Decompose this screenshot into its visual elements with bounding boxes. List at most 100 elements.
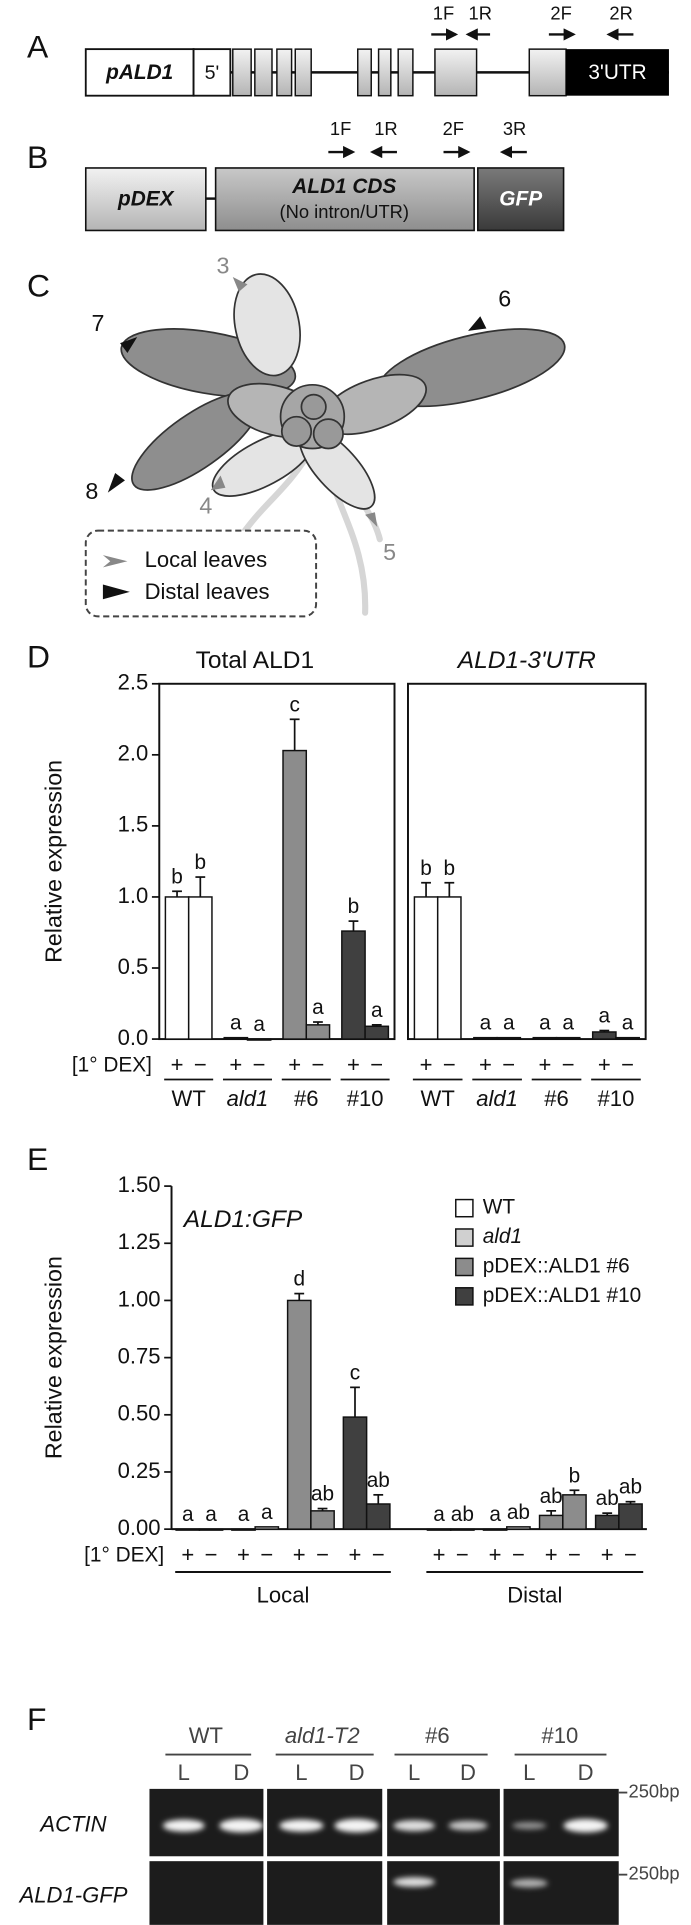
- bar: [436, 896, 462, 1040]
- y-tick-label: 1.25: [118, 1229, 161, 1254]
- dex-sign: −: [260, 1542, 273, 1567]
- group-label: #6: [425, 1723, 450, 1748]
- dex-sign: +: [237, 1542, 250, 1567]
- utr5-label: 5': [205, 62, 220, 84]
- bar: [231, 1528, 256, 1531]
- dex-label: [1° DEX]: [72, 1054, 152, 1077]
- significance-letter: a: [261, 1501, 273, 1524]
- dex-sign: +: [601, 1542, 614, 1567]
- dex-sign: +: [538, 1052, 551, 1077]
- dex-sign: +: [181, 1542, 194, 1567]
- row-label: ACTIN: [38, 1811, 106, 1836]
- legend-swatch: [455, 1198, 474, 1218]
- significance-letter: ab: [367, 1469, 390, 1492]
- primer-label: 2R: [609, 3, 632, 24]
- primer-label: 3R: [503, 118, 526, 139]
- y-tick-label: 2.5: [118, 670, 149, 695]
- error-bar: [569, 1489, 580, 1495]
- y-tick-label: 0.00: [118, 1515, 161, 1540]
- panel-label: C: [27, 267, 50, 303]
- lane-label: D: [349, 1760, 365, 1785]
- significance-letter: a: [205, 1503, 217, 1526]
- dex-label: [1° DEX]: [84, 1544, 164, 1567]
- bar: [365, 1503, 391, 1530]
- leaf-label: 8: [85, 478, 98, 504]
- y-tick-label: 0.50: [118, 1401, 161, 1426]
- bar: [187, 896, 213, 1040]
- y-axis-label: Relative expression: [40, 760, 66, 963]
- size-marker: 250bp: [629, 1780, 680, 1801]
- dex-sign: −: [512, 1542, 525, 1567]
- y-tick-label: 1.5: [118, 812, 149, 837]
- bar: [615, 1036, 640, 1040]
- legend-arrow: [102, 555, 128, 568]
- error-bar: [289, 718, 300, 751]
- bar: [164, 896, 190, 1040]
- group-label: #10: [347, 1086, 384, 1111]
- significance-letter: b: [348, 895, 360, 918]
- significance-letter: a: [230, 1012, 242, 1035]
- y-tick-label: 0.75: [118, 1343, 161, 1368]
- dex-sign: −: [370, 1052, 383, 1077]
- error-bar: [371, 1024, 382, 1027]
- bar: [506, 1526, 531, 1530]
- group-label: WT: [421, 1086, 455, 1111]
- promoter-label: pDEX: [117, 187, 175, 210]
- bar: [223, 1036, 249, 1040]
- bar: [591, 1031, 617, 1040]
- error-bar: [195, 876, 206, 897]
- lane-label: L: [295, 1760, 307, 1785]
- error-bar: [172, 890, 182, 897]
- error-bar: [546, 1509, 557, 1516]
- primer-label: 1F: [330, 118, 351, 139]
- cds-note: (No intron/UTR): [279, 201, 409, 222]
- error-bar: [625, 1500, 636, 1504]
- error-bar: [599, 1029, 610, 1032]
- primer-label: 1R: [469, 3, 492, 24]
- lane-label: L: [178, 1760, 190, 1785]
- group-label: ald1-T2: [285, 1723, 360, 1748]
- leaf-arrows: [107, 277, 487, 527]
- bar: [364, 1025, 390, 1040]
- significance-letter: a: [480, 1012, 492, 1035]
- significance-letter: a: [253, 1013, 265, 1036]
- y-tick-label: 1.50: [118, 1172, 161, 1197]
- legend-swatch: [455, 1228, 474, 1247]
- dex-sign: +: [420, 1052, 433, 1077]
- significance-letter: a: [562, 1012, 574, 1035]
- significance-letter: b: [569, 1464, 581, 1487]
- legend-label: Local leaves: [145, 547, 268, 572]
- leaf-label: 7: [92, 310, 105, 336]
- dex-sign: −: [316, 1542, 329, 1567]
- chart-title: ALD1-3'UTR: [456, 647, 596, 674]
- row-label: ALD1-GFP: [18, 1883, 128, 1908]
- legend-swatch: [455, 1287, 474, 1306]
- bar: [594, 1514, 620, 1530]
- dex-sign: +: [433, 1542, 446, 1567]
- dex-sign: −: [205, 1542, 218, 1567]
- promoter-label: pALD1: [105, 61, 173, 84]
- dex-sign: −: [311, 1052, 324, 1077]
- panel-b: B pDEX ALD1 CDS (No intron/UTR) GFP 1F 1…: [27, 118, 565, 232]
- cds-label: ALD1 CDS: [291, 175, 396, 198]
- bar: [618, 1503, 643, 1530]
- legend-label: Distal leaves: [145, 579, 270, 604]
- legend-arrow: [102, 584, 130, 600]
- gfp-label: GFP: [499, 187, 542, 210]
- plot-frame: [158, 682, 396, 1041]
- panel-label: D: [27, 639, 50, 675]
- utr5-box: [192, 48, 232, 97]
- legend-label: pDEX::ALD1 #10: [483, 1284, 642, 1307]
- bar: [449, 1528, 475, 1531]
- cluster-label: Distal: [507, 1582, 562, 1607]
- panel-label: E: [27, 1141, 48, 1177]
- dex-sign: −: [568, 1542, 581, 1567]
- group-label: #6: [294, 1086, 319, 1111]
- bar: [341, 930, 366, 1040]
- bar: [496, 1036, 522, 1040]
- significance-letter: a: [489, 1503, 501, 1526]
- significance-letter: ab: [619, 1476, 642, 1499]
- dex-sign: +: [479, 1052, 492, 1077]
